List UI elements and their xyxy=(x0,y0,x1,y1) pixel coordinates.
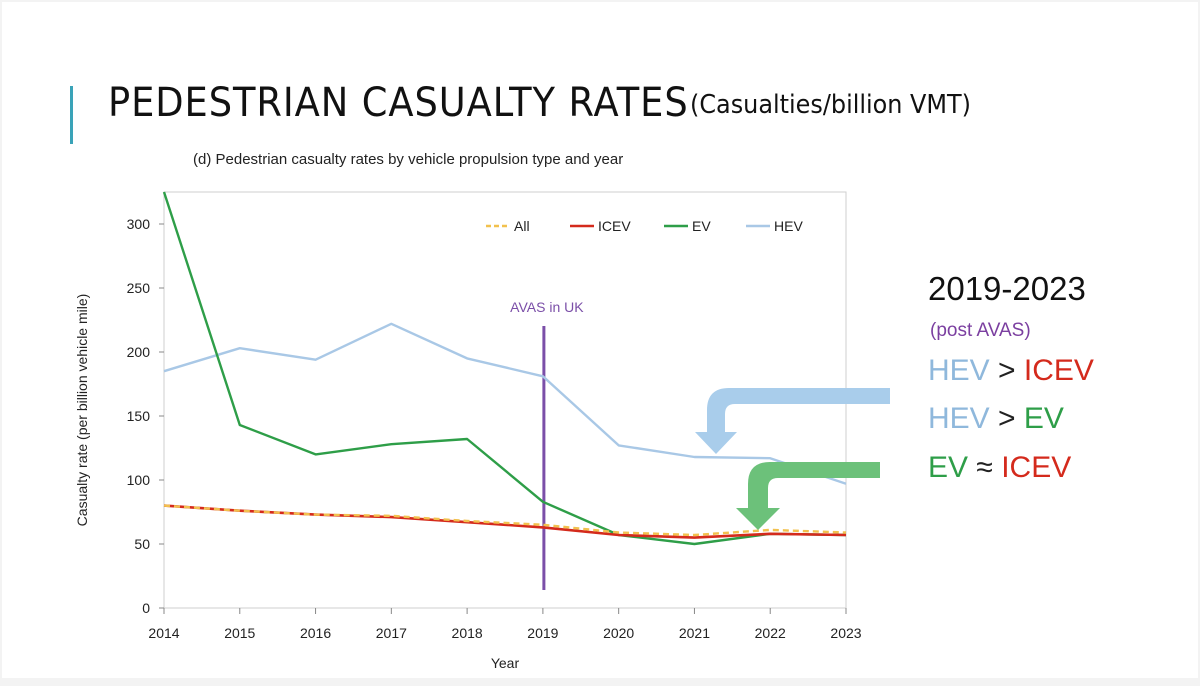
series-line-hev xyxy=(163,322,847,485)
comparison-row-3: EV ≈ ICEV xyxy=(928,451,1071,485)
comparison-right: ICEV xyxy=(1001,451,1072,484)
legend-label-all: All xyxy=(514,218,530,234)
series-line-all xyxy=(163,504,847,537)
comparison-operator: ≈ xyxy=(976,451,993,484)
legend-label-hev: HEV xyxy=(774,218,803,234)
callout-arrows xyxy=(695,388,890,530)
comparison-operator: > xyxy=(998,402,1016,435)
series-line-ev xyxy=(162,191,847,546)
comparison-left: EV xyxy=(928,451,969,484)
y-tick-label: 150 xyxy=(127,408,151,424)
x-tick-label: 2020 xyxy=(603,625,634,641)
x-tick-label: 2023 xyxy=(830,625,861,641)
x-tick-label: 2022 xyxy=(755,625,786,641)
x-tick-label: 2019 xyxy=(527,625,558,641)
y-tick-label: 50 xyxy=(134,536,150,552)
y-tick-label: 100 xyxy=(127,472,151,488)
x-tick-label: 2021 xyxy=(679,625,710,641)
x-tick-label: 2016 xyxy=(300,625,331,641)
hev-callout-arrow xyxy=(695,388,890,454)
comparison-left: HEV xyxy=(928,354,990,387)
x-tick-label: 2014 xyxy=(148,625,179,641)
y-tick-label: 200 xyxy=(127,344,151,360)
comparison-right: ICEV xyxy=(1023,354,1094,387)
x-tick-label: 2018 xyxy=(452,625,483,641)
x-tick-label: 2017 xyxy=(376,625,407,641)
plot-area: 0 50 100 150 200 250 300 2014 2015 2016 2017 2018 20… xyxy=(74,191,862,671)
y-tick-label: 0 xyxy=(142,600,150,616)
y-tick-label: 300 xyxy=(127,216,151,232)
avas-marker-label: AVAS in UK xyxy=(510,299,584,315)
y-axis-label: Casualty rate (per billion vehicle mile) xyxy=(74,294,90,527)
side-range: 2019-2023 xyxy=(928,270,1086,307)
x-tick-label: 2015 xyxy=(224,625,255,641)
comparison-row-1: HEV > ICEV xyxy=(928,354,1094,388)
legend-label-ev: EV xyxy=(692,218,711,234)
slide-title-unit: (Casualties/billion VMT) xyxy=(690,90,972,120)
slide-title: PEDESTRIAN CASUALTY RATES xyxy=(108,80,689,126)
comparison-row-2: HEV > EV xyxy=(928,402,1064,436)
legend-label-icev: ICEV xyxy=(598,218,631,234)
comparison-left: HEV xyxy=(928,402,990,435)
comparison-right: EV xyxy=(1023,402,1064,435)
side-note: (post AVAS) xyxy=(930,320,1031,341)
title-accent-bar xyxy=(70,86,73,144)
x-axis-label: Year xyxy=(491,655,520,671)
comparison-operator: > xyxy=(998,354,1016,387)
ev-callout-arrow xyxy=(736,462,880,530)
y-tick-label: 250 xyxy=(127,280,151,296)
chart-title: (d) Pedestrian casualty rates by vehicle… xyxy=(193,151,624,168)
